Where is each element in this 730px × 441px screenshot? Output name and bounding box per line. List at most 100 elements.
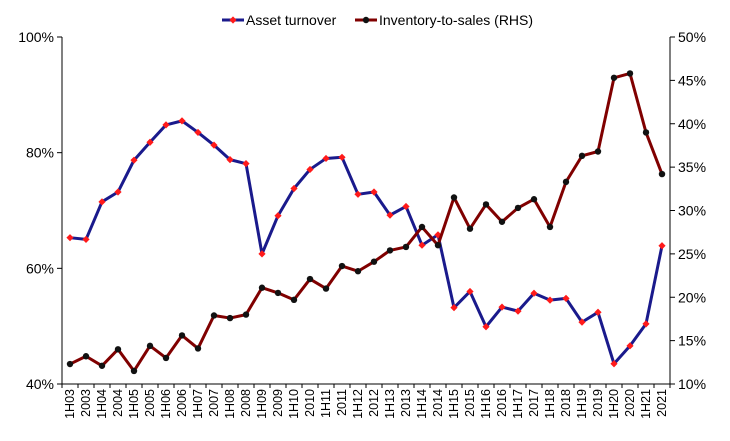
data-point-marker (594, 308, 602, 316)
data-point-marker (546, 296, 554, 304)
x-axis-category-label: 1H10 (287, 389, 301, 419)
data-point-marker (130, 156, 138, 164)
x-axis-category-label: 2012 (367, 389, 381, 417)
x-axis-category-label: 1H04 (95, 389, 109, 419)
x-axis-category-label: 1H13 (383, 389, 397, 419)
right-axis-tick-label: 50% (678, 29, 706, 45)
data-point-marker (642, 320, 650, 328)
data-point-marker (370, 258, 378, 265)
data-point-marker (594, 148, 602, 155)
data-point-marker (626, 70, 634, 77)
data-point-marker (242, 160, 250, 168)
data-point-marker (562, 178, 570, 186)
series-line (69, 71, 664, 373)
data-point-marker (498, 303, 506, 311)
data-point-marker (562, 294, 570, 303)
data-point-marker (626, 342, 634, 350)
legend-swatch-marker (362, 16, 370, 24)
x-axis-category-label: 2010 (303, 389, 317, 417)
data-point-marker (402, 243, 410, 251)
x-axis-category-label: 1H03 (63, 389, 77, 419)
left-axis-tick-label: 100% (18, 29, 54, 45)
data-point-marker (498, 218, 506, 225)
data-point-marker (386, 211, 394, 219)
data-point-marker (530, 289, 538, 297)
data-point-marker (194, 128, 202, 137)
x-axis-category-label: 2004 (111, 389, 125, 417)
right-axis-tick-label: 10% (678, 376, 706, 392)
right-axis-tick-label: 45% (678, 72, 706, 88)
data-point-marker (658, 242, 666, 250)
data-point-marker (386, 247, 394, 254)
data-point-marker (546, 223, 554, 231)
data-point-marker (258, 284, 266, 291)
x-axis-category-label: 1H15 (447, 389, 461, 419)
data-point-marker (226, 314, 234, 322)
data-point-marker (274, 289, 282, 297)
x-axis-category-label: 1H17 (511, 389, 525, 419)
data-point-marker (418, 223, 426, 231)
data-point-marker (162, 354, 170, 362)
x-axis-category-label: 2008 (239, 389, 253, 417)
data-point-marker (114, 346, 122, 353)
data-point-marker (514, 307, 522, 315)
data-point-marker (514, 204, 522, 212)
x-axis-category-label: 1H20 (607, 389, 621, 419)
data-point-marker (450, 194, 458, 201)
x-axis-category-label: 1H18 (543, 389, 557, 419)
data-point-marker (466, 287, 474, 296)
x-axis-category-label: 1H06 (159, 389, 173, 419)
data-point-marker (642, 129, 650, 136)
data-point-marker (578, 152, 586, 160)
x-axis-category-label: 2021 (655, 389, 669, 417)
data-point-marker (146, 342, 154, 350)
x-axis-category-label: 1H14 (415, 389, 429, 419)
data-point-marker (130, 367, 138, 375)
data-point-marker (418, 241, 426, 249)
x-axis-category-label: 2015 (463, 389, 477, 417)
data-point-marker (82, 235, 90, 244)
right-axis-tick-label: 20% (678, 289, 706, 305)
data-point-marker (98, 362, 106, 369)
x-axis-category-label: 1H21 (639, 389, 653, 419)
data-point-marker (450, 304, 458, 312)
x-axis-category-label: 2018 (559, 389, 573, 417)
data-point-marker (610, 360, 618, 368)
data-point-marker (146, 138, 154, 146)
series-asset-turnover (66, 117, 666, 368)
right-axis-tick-label: 35% (678, 159, 706, 175)
data-point-marker (402, 202, 410, 211)
series-line (69, 119, 664, 366)
data-point-marker (338, 262, 346, 270)
left-axis-tick-label: 40% (26, 376, 54, 392)
x-axis-category-label: 2020 (623, 389, 637, 417)
data-point-marker (306, 165, 314, 174)
data-point-marker (114, 188, 122, 196)
x-axis-category-label: 2003 (79, 389, 93, 417)
data-point-marker (210, 141, 218, 149)
right-axis-tick-label: 30% (678, 203, 706, 219)
data-point-marker (578, 318, 586, 326)
data-point-marker (306, 275, 314, 283)
data-point-marker (290, 184, 298, 193)
data-point-marker (66, 234, 74, 242)
x-axis-category-label: 1H12 (351, 389, 365, 419)
x-axis-category-label: 2011 (335, 389, 349, 416)
data-point-marker (322, 154, 330, 163)
x-axis-category-label: 2005 (143, 389, 157, 417)
data-point-marker (354, 190, 362, 198)
axes: 40% 60% 80% 100% 10% 15% 20% 25% 30% 35% 40% 45% 50%… (18, 29, 706, 419)
x-axis-category-label: 1H08 (223, 389, 237, 419)
legend-swatch-marker (229, 16, 237, 24)
data-point-marker (434, 242, 442, 249)
data-point-marker (242, 311, 250, 318)
data-point-marker (194, 345, 202, 352)
left-axis-tick-label: 80% (26, 145, 54, 161)
series-layer (66, 70, 666, 375)
data-point-marker (658, 170, 666, 178)
series-inventory-to-sales (66, 70, 666, 375)
data-point-marker (178, 117, 186, 125)
x-axis-category-label: 1H11 (319, 389, 333, 418)
right-axis-tick-label: 15% (678, 333, 706, 349)
data-point-marker (210, 312, 218, 319)
